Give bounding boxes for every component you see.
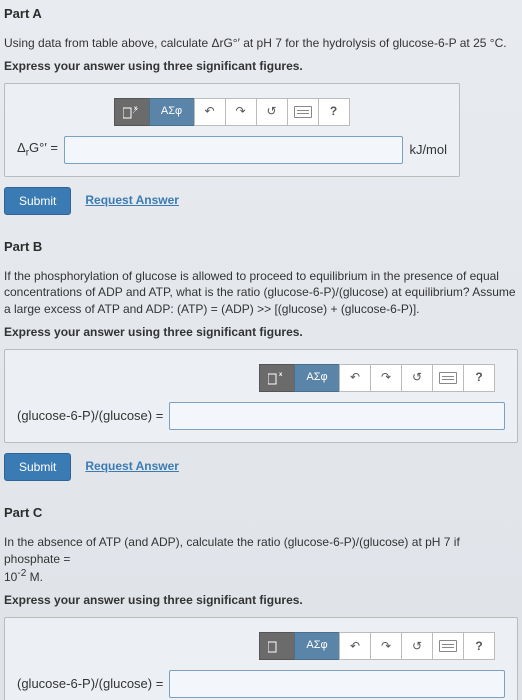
unit-a: kJ/mol	[409, 141, 447, 159]
answer-box-b: x ΑΣφ ↶ ↷ ↺ ? (glucose-6-P)/(glucose) =	[4, 349, 518, 443]
part-c-sigfig: Express your answer using three signific…	[4, 592, 518, 609]
answer-box-a: x ΑΣφ ↶ ↷ ↺ ? ΔrG°′ = kJ/mol	[4, 83, 460, 177]
prompt-mid: at pH 7 for the hydrolysis of glucose-6-…	[240, 36, 507, 50]
part-a-prompt: Using data from table above, calculate Δ…	[4, 35, 518, 52]
svg-text:x: x	[279, 372, 283, 378]
undo-button[interactable]: ↶	[194, 98, 226, 126]
keyboard-icon	[294, 106, 312, 118]
prompt-c-line1: In the absence of ATP (and ADP), calcula…	[4, 535, 460, 566]
prefix-b: (glucose-6-P)/(glucose) =	[17, 407, 163, 425]
symbols-button[interactable]: ΑΣφ	[294, 632, 340, 660]
part-a-sigfig: Express your answer using three signific…	[4, 58, 518, 75]
template-button[interactable]	[259, 632, 295, 660]
reset-button[interactable]: ↺	[401, 632, 433, 660]
prompt-c-line2: 10-2 M.	[4, 570, 43, 584]
symbols-button[interactable]: ΑΣφ	[149, 98, 195, 126]
keyboard-icon	[439, 640, 457, 652]
toolbar-a: x ΑΣφ ↶ ↷ ↺ ?	[17, 98, 447, 126]
answer-box-c: ΑΣφ ↶ ↷ ↺ ? (glucose-6-P)/(glucose) =	[4, 617, 518, 700]
part-b-header: Part B	[0, 233, 522, 262]
redo-button[interactable]: ↷	[370, 364, 402, 392]
keyboard-button[interactable]	[432, 364, 464, 392]
reset-button[interactable]: ↺	[401, 364, 433, 392]
prompt-prefix: Using data from table above, calculate	[4, 36, 211, 50]
reset-button[interactable]: ↺	[256, 98, 288, 126]
part-c-prompt: In the absence of ATP (and ADP), calcula…	[4, 534, 518, 586]
part-c-header: Part C	[0, 499, 522, 528]
symbols-button[interactable]: ΑΣφ	[294, 364, 340, 392]
help-button[interactable]: ?	[463, 364, 495, 392]
undo-button[interactable]: ↶	[339, 632, 371, 660]
answer-input-c[interactable]	[169, 670, 505, 698]
answer-input-a[interactable]	[64, 136, 403, 164]
submit-button-b[interactable]: Submit	[4, 453, 71, 481]
undo-button[interactable]: ↶	[339, 364, 371, 392]
prefix-c: (glucose-6-P)/(glucose) =	[17, 675, 163, 693]
redo-button[interactable]: ↷	[370, 632, 402, 660]
submit-button-a[interactable]: Submit	[4, 187, 71, 215]
help-button[interactable]: ?	[318, 98, 350, 126]
template-button[interactable]: x	[259, 364, 295, 392]
keyboard-button[interactable]	[432, 632, 464, 660]
keyboard-button[interactable]	[287, 98, 319, 126]
prompt-var: ΔrG°′	[211, 36, 239, 50]
toolbar-c: ΑΣφ ↶ ↷ ↺ ?	[17, 632, 505, 660]
prefix-a: ΔrG°′ =	[17, 139, 58, 161]
request-answer-a[interactable]: Request Answer	[85, 192, 179, 209]
toolbar-b: x ΑΣφ ↶ ↷ ↺ ?	[17, 364, 505, 392]
help-button[interactable]: ?	[463, 632, 495, 660]
answer-input-b[interactable]	[169, 402, 505, 430]
redo-button[interactable]: ↷	[225, 98, 257, 126]
keyboard-icon	[439, 372, 457, 384]
part-b-sigfig: Express your answer using three signific…	[4, 324, 518, 341]
part-b-prompt: If the phosphorylation of glucose is all…	[4, 268, 518, 318]
part-a-header: Part A	[0, 0, 522, 29]
request-answer-b[interactable]: Request Answer	[85, 458, 179, 475]
template-button[interactable]: x	[114, 98, 150, 126]
